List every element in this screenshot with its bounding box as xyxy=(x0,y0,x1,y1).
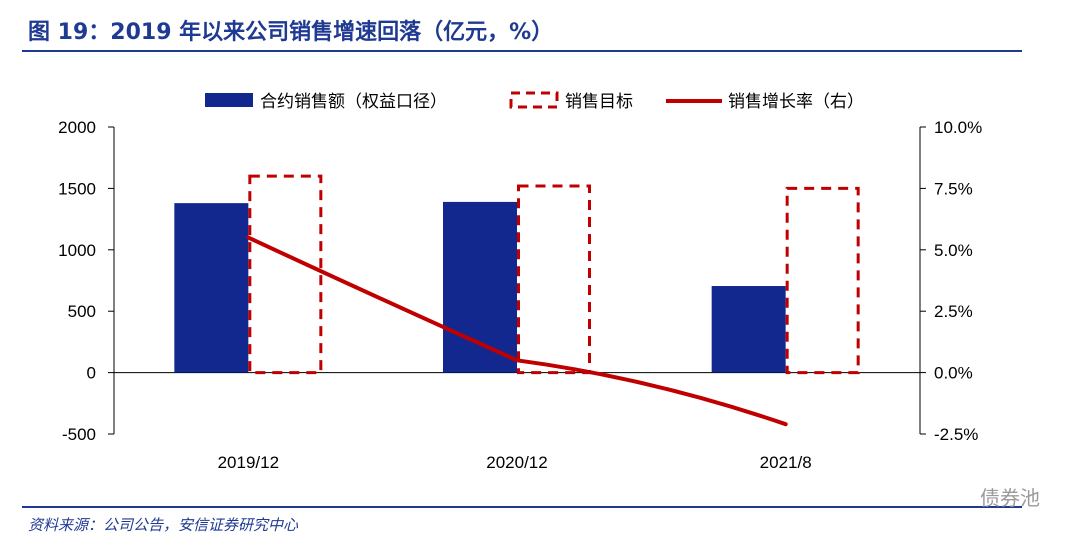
left-tick-label: 0 xyxy=(87,364,96,383)
growth-line-path xyxy=(246,235,788,427)
x-tick-label: 2019/12 xyxy=(218,453,279,472)
right-tick-label: 10.0% xyxy=(934,118,982,137)
legend: 合约销售额（权益口径） 销售目标 销售增长率（右） xyxy=(205,91,864,111)
x-tick-label: 2021/8 xyxy=(760,453,812,472)
title-divider xyxy=(22,50,1022,52)
left-tick-label: 500 xyxy=(68,302,96,321)
left-tick-label: 2000 xyxy=(58,118,96,137)
target-bar xyxy=(785,186,860,375)
target-bar xyxy=(517,184,591,375)
bars xyxy=(174,174,860,375)
legend-label-sales: 合约销售额（权益口径） xyxy=(260,92,447,111)
sales-bar xyxy=(443,201,517,373)
chart-title: 图 19：2019 年以来公司销售增速回落（亿元，%） xyxy=(28,20,554,45)
watermark: 债券池 xyxy=(980,486,1040,510)
left-tick-label: 1000 xyxy=(58,241,96,260)
footer-divider xyxy=(22,506,1022,508)
sales-bar xyxy=(711,286,786,373)
legend-label-growth: 销售增长率（右） xyxy=(728,92,864,111)
sales-bar xyxy=(174,203,249,373)
x-tick-label: 2020/12 xyxy=(486,453,547,472)
growth-line xyxy=(246,235,788,427)
legend-label-target: 销售目标 xyxy=(565,92,633,111)
right-tick-label: -2.5% xyxy=(934,425,978,444)
legend-swatch-target xyxy=(509,91,559,109)
axes: 2000 1500 1000 500 0 -500 10.0% 7.5% 5.0% 2.5% 0.0… xyxy=(58,118,982,472)
right-tick-label: 2.5% xyxy=(934,302,973,321)
legend-swatch-sales xyxy=(205,93,253,107)
right-tick-label: 0.0% xyxy=(934,364,973,383)
target-bar xyxy=(248,174,323,375)
right-tick-label: 5.0% xyxy=(934,241,973,260)
source-note: 资料来源：公司公告，安信证券研究中心 xyxy=(28,516,299,534)
left-tick-label: -500 xyxy=(62,425,96,444)
left-tick-label: 1500 xyxy=(58,179,96,198)
right-tick-label: 7.5% xyxy=(934,179,973,198)
